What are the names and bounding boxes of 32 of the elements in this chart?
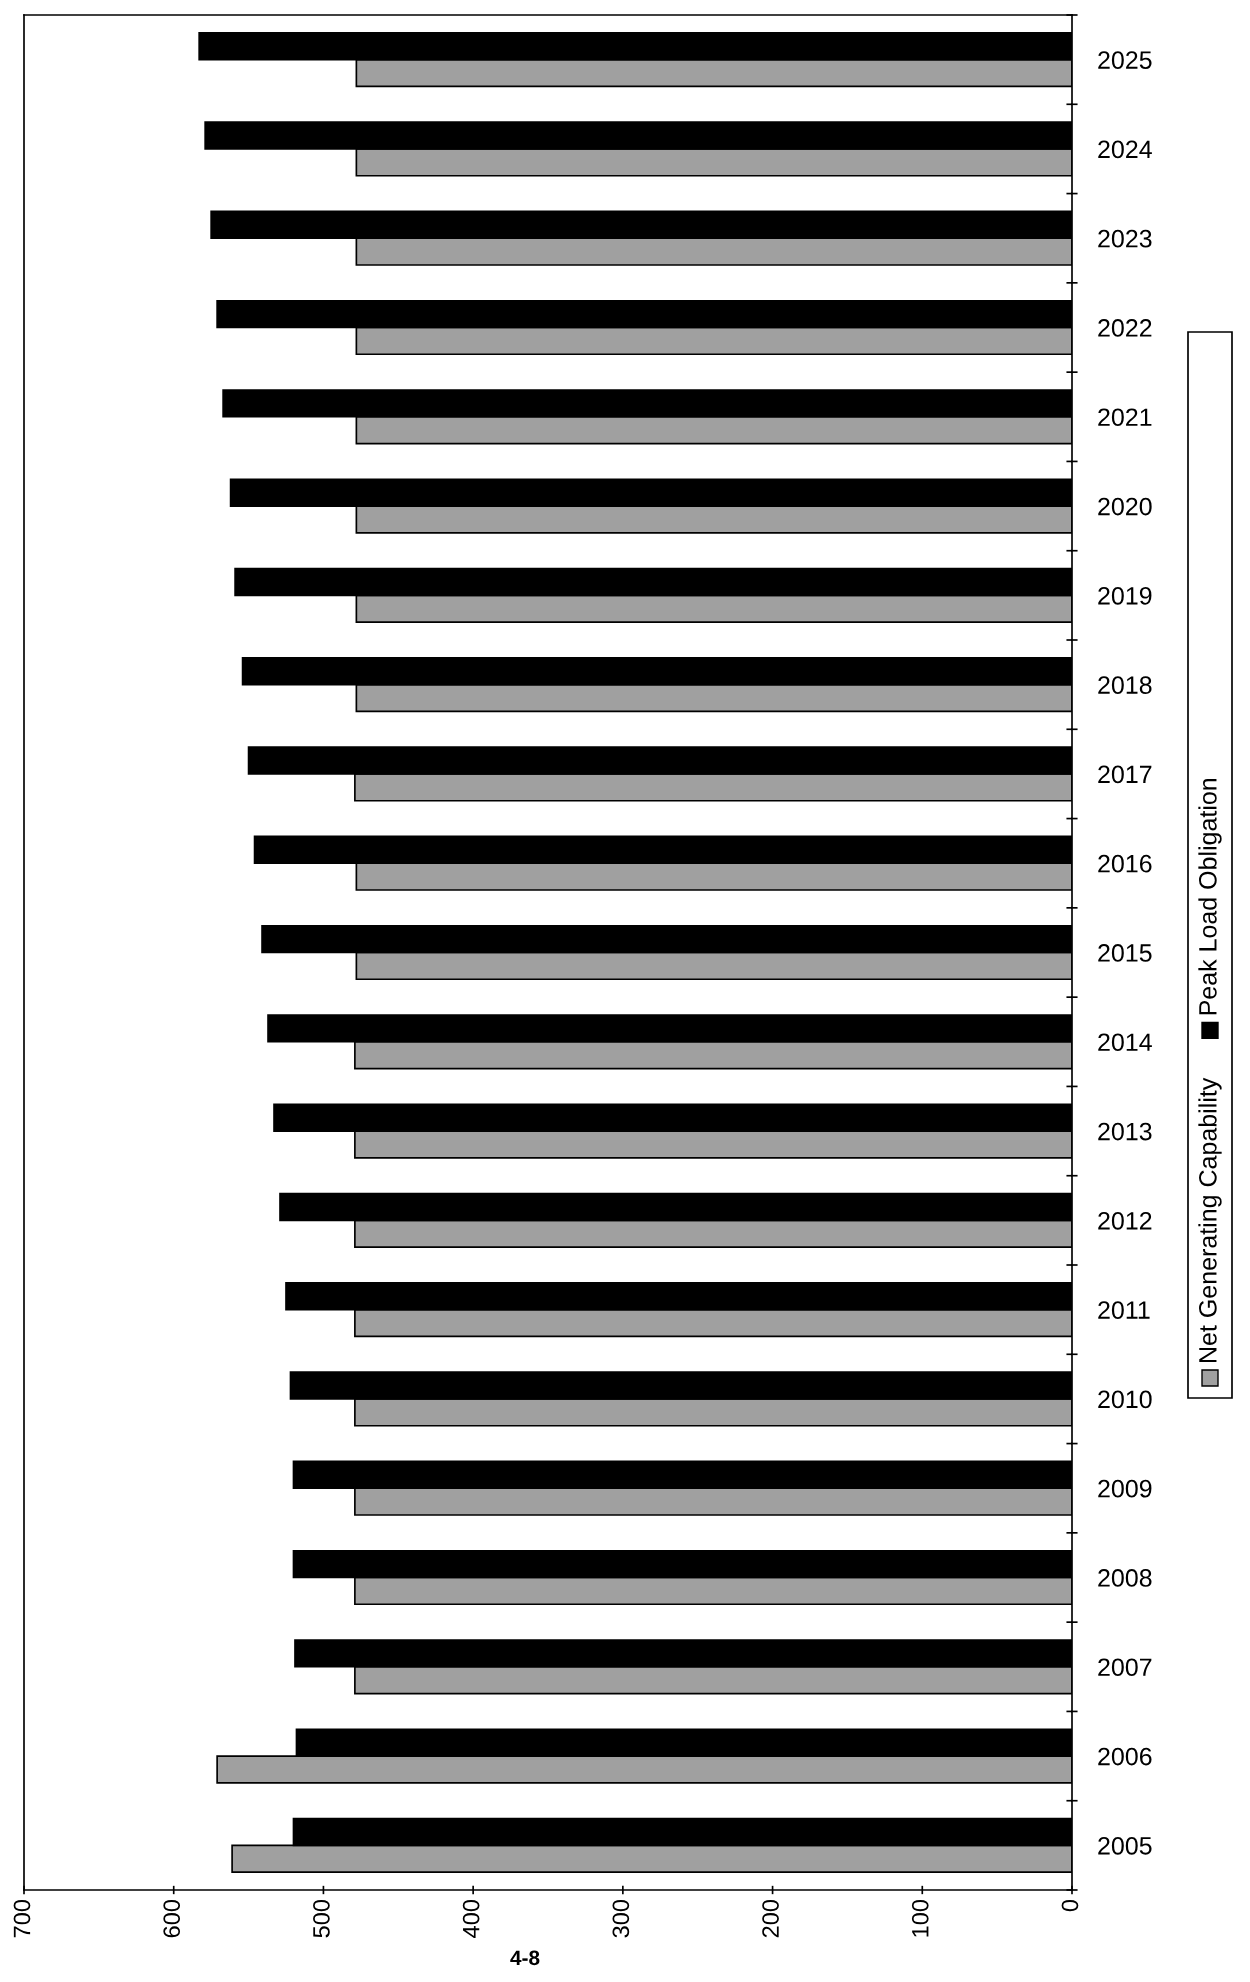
y-tick-label: 2008 — [1098, 1569, 1152, 1587]
y-tick-label: 2021 — [1098, 408, 1152, 427]
y-tick-label: 2025 — [1098, 51, 1152, 69]
y-tick-label: 2011 — [1098, 1301, 1150, 1319]
x-tick-label: 400 — [462, 1899, 480, 1938]
y-tick-label: 2017 — [1098, 765, 1152, 784]
x-tick-label: 0 — [1061, 1899, 1079, 1912]
text: Peak Load Obligation — [1198, 778, 1222, 1015]
y-tick-label: 2016 — [1098, 854, 1152, 873]
y-tick-label: 2006 — [1098, 1747, 1152, 1766]
y-tick-label: 2009 — [1098, 1479, 1152, 1498]
x-tick-label: 600 — [163, 1899, 181, 1938]
y-tick-label: 2020 — [1098, 497, 1152, 516]
y-tick-label: 2018 — [1098, 676, 1152, 694]
y-tick-label: 2024 — [1098, 140, 1152, 159]
y-tick-label: 2015 — [1098, 944, 1152, 962]
x-tick-label: 200 — [762, 1899, 779, 1938]
y-tick-label: 2010 — [1098, 1390, 1152, 1409]
y-tick-label: 2007 — [1098, 1658, 1152, 1677]
y-tick-label: 2012 — [1098, 1211, 1152, 1230]
x-tick-label: 300 — [612, 1899, 630, 1938]
text: Net Generating Capability — [1198, 1077, 1222, 1362]
y-tick-label: 2005 — [1098, 1836, 1152, 1855]
y-tick-label: 2023 — [1098, 229, 1152, 248]
text: 4-8 — [510, 1950, 540, 1966]
x-tick-label: 500 — [313, 1899, 330, 1938]
y-tick-label: 2014 — [1098, 1033, 1152, 1052]
y-tick-label: 2019 — [1098, 586, 1152, 605]
y-tick-label: 2013 — [1098, 1122, 1152, 1141]
x-tick-label: 100 — [911, 1899, 929, 1937]
x-tick-label: 700 — [13, 1899, 31, 1938]
y-tick-label: 2022 — [1098, 319, 1152, 337]
